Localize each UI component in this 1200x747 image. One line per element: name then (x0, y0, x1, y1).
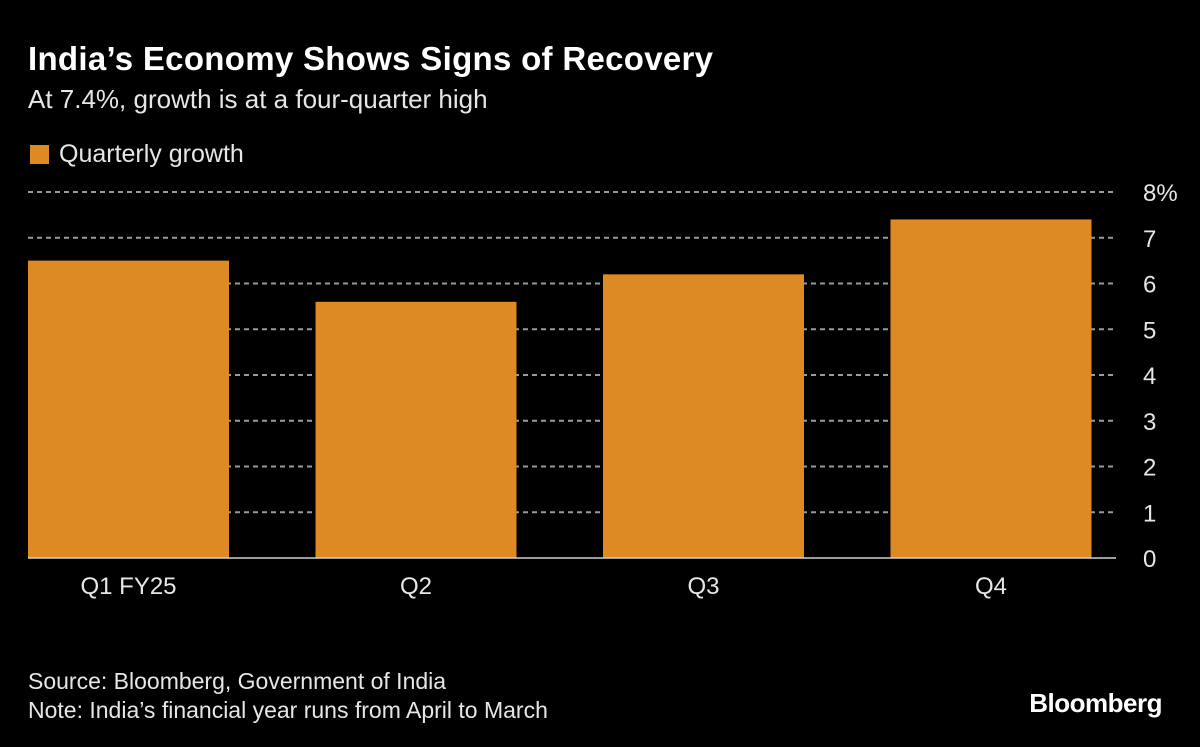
x-tick-label: Q3 (687, 573, 719, 600)
bar-q3 (603, 274, 804, 558)
y-tick-label: 3 (1143, 409, 1156, 436)
x-tick-label: Q2 (400, 573, 432, 600)
legend-label: Quarterly growth (59, 140, 244, 168)
bloomberg-logo: Bloomberg (1029, 688, 1162, 718)
y-tick-label: 5 (1143, 317, 1156, 344)
x-tick-label: Q1 FY25 (80, 573, 176, 600)
bar-q4 (890, 219, 1092, 558)
footnote: Note: India’s financial year runs from A… (28, 697, 548, 723)
bar-q1-fy25 (28, 260, 229, 558)
bar-q2 (315, 301, 517, 558)
x-tick-label: Q4 (975, 573, 1007, 600)
y-tick-label: 6 (1143, 272, 1156, 299)
source-note: Source: Bloomberg, Government of India (28, 668, 447, 694)
y-tick-label: 1 (1143, 500, 1156, 527)
y-tick-label: 4 (1143, 363, 1156, 390)
y-tick-label: 8% (1143, 180, 1178, 207)
y-tick-label: 7 (1143, 226, 1156, 253)
y-tick-label: 2 (1143, 455, 1156, 482)
y-tick-label: 0 (1143, 546, 1156, 573)
chart-subtitle: At 7.4%, growth is at a four-quarter hig… (28, 84, 488, 114)
chart-title: India’s Economy Shows Signs of Recovery (28, 40, 714, 77)
legend-swatch (30, 145, 49, 164)
legend: Quarterly growth (30, 140, 244, 169)
